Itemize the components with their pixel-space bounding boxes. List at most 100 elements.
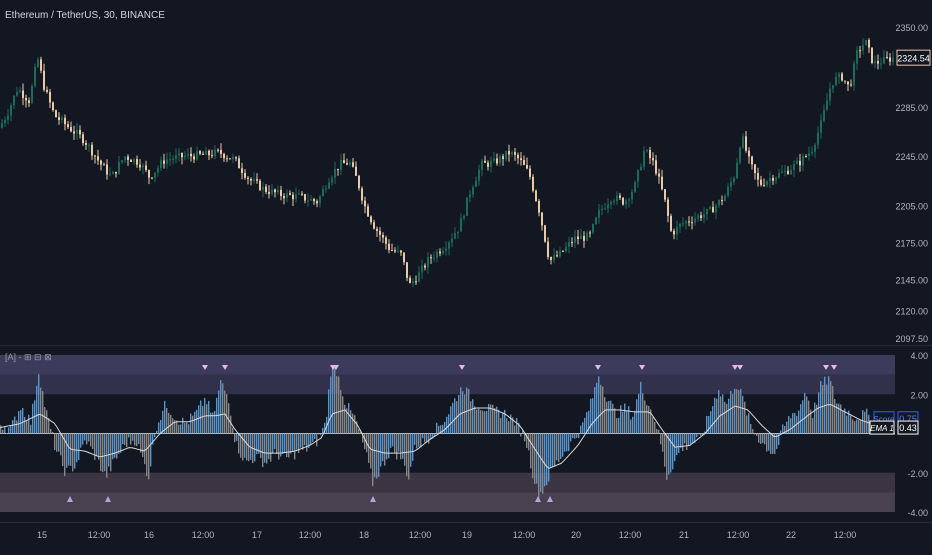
candle-body — [223, 153, 225, 159]
score-bar — [328, 389, 330, 434]
score-bar — [38, 374, 40, 434]
time-tick-label: 12:00 — [619, 530, 642, 540]
score-bar — [228, 403, 230, 434]
candle-body — [391, 250, 393, 252]
candle-body — [616, 195, 618, 202]
candle-body — [28, 100, 30, 103]
score-bar — [496, 406, 498, 434]
score-bar — [208, 400, 210, 434]
candle-body — [493, 158, 495, 161]
score-bar — [98, 433, 100, 460]
candle-body — [295, 194, 297, 200]
candle-body — [442, 250, 444, 254]
candle-body — [658, 173, 660, 177]
score-bar — [810, 409, 812, 434]
score-bar — [46, 410, 48, 434]
score-bar — [162, 410, 164, 434]
score-bar — [214, 410, 216, 434]
symbol-title: Ethereum / TetherUS, 30, BINANCE — [5, 10, 165, 21]
buy-marker — [67, 496, 73, 502]
score-bar — [466, 387, 468, 434]
indicator-title: [A] - ⊞ ⊟ ⊠ — [5, 352, 52, 362]
score-bar — [234, 433, 236, 443]
candle-body — [136, 159, 138, 165]
score-bar — [756, 433, 758, 437]
score-bar — [222, 383, 224, 434]
score-bar — [612, 403, 614, 434]
candle-body — [463, 215, 465, 219]
score-bar — [750, 423, 752, 434]
candle-body — [517, 154, 519, 159]
candle-body — [178, 152, 180, 156]
candle-body — [241, 168, 243, 173]
candle-body — [841, 73, 843, 81]
score-bar — [800, 404, 802, 434]
score-bar — [774, 433, 776, 454]
score-bar — [376, 433, 378, 479]
sell-marker — [333, 365, 339, 370]
score-bar — [300, 433, 302, 448]
candle-body — [826, 100, 828, 111]
score-bar — [176, 420, 178, 434]
candle-body — [70, 127, 72, 132]
candle-body — [556, 255, 558, 257]
candle-body — [340, 160, 342, 170]
score-bar — [154, 433, 156, 438]
candle-body — [484, 160, 486, 163]
score-bar — [198, 405, 200, 434]
score-bar — [384, 433, 386, 466]
candle-body — [880, 63, 882, 65]
candle-body — [565, 246, 567, 252]
score-bar — [594, 387, 596, 434]
score-bar — [20, 410, 22, 434]
score-bar — [700, 433, 702, 436]
score-bar — [688, 433, 690, 447]
candle-body — [751, 156, 753, 165]
score-bar — [622, 411, 624, 434]
candle-body — [805, 155, 807, 157]
score-bar — [72, 433, 74, 472]
score-bar — [780, 430, 782, 434]
candle-body — [511, 152, 513, 155]
score-bar — [652, 417, 654, 434]
score-bar — [248, 433, 250, 462]
score-bar — [860, 420, 862, 434]
score-bar — [718, 390, 720, 434]
candle-body — [406, 262, 408, 278]
score-bar — [490, 404, 492, 434]
score-bar — [522, 430, 524, 434]
candle-body — [712, 207, 714, 213]
candle-body — [508, 150, 510, 155]
score-bar — [368, 433, 370, 463]
score-bar — [148, 433, 150, 480]
score-bar — [408, 433, 410, 480]
score-bar — [486, 410, 488, 434]
score-bar — [166, 407, 168, 434]
score-bar — [782, 424, 784, 434]
candle-body — [790, 170, 792, 174]
score-bar — [678, 433, 680, 454]
score-bar — [798, 410, 800, 434]
candle-body — [625, 200, 627, 205]
candle-body — [643, 151, 645, 167]
candle-body — [292, 194, 294, 200]
candle-body — [472, 186, 474, 195]
score-bar — [568, 433, 570, 452]
candle-body — [592, 224, 594, 233]
score-bar — [814, 402, 816, 434]
score-bar — [470, 401, 472, 434]
score-bar — [120, 433, 122, 453]
score-bar — [446, 416, 448, 434]
candle-body — [418, 272, 420, 282]
score-bar — [350, 410, 352, 434]
candle-body — [649, 150, 651, 159]
candle-body — [148, 170, 150, 178]
score-bar — [480, 410, 482, 434]
score-name-label: Score — [874, 415, 895, 424]
candle-body — [571, 242, 573, 244]
candle-body — [739, 147, 741, 163]
score-bar — [420, 433, 422, 448]
candle-body — [505, 150, 507, 159]
